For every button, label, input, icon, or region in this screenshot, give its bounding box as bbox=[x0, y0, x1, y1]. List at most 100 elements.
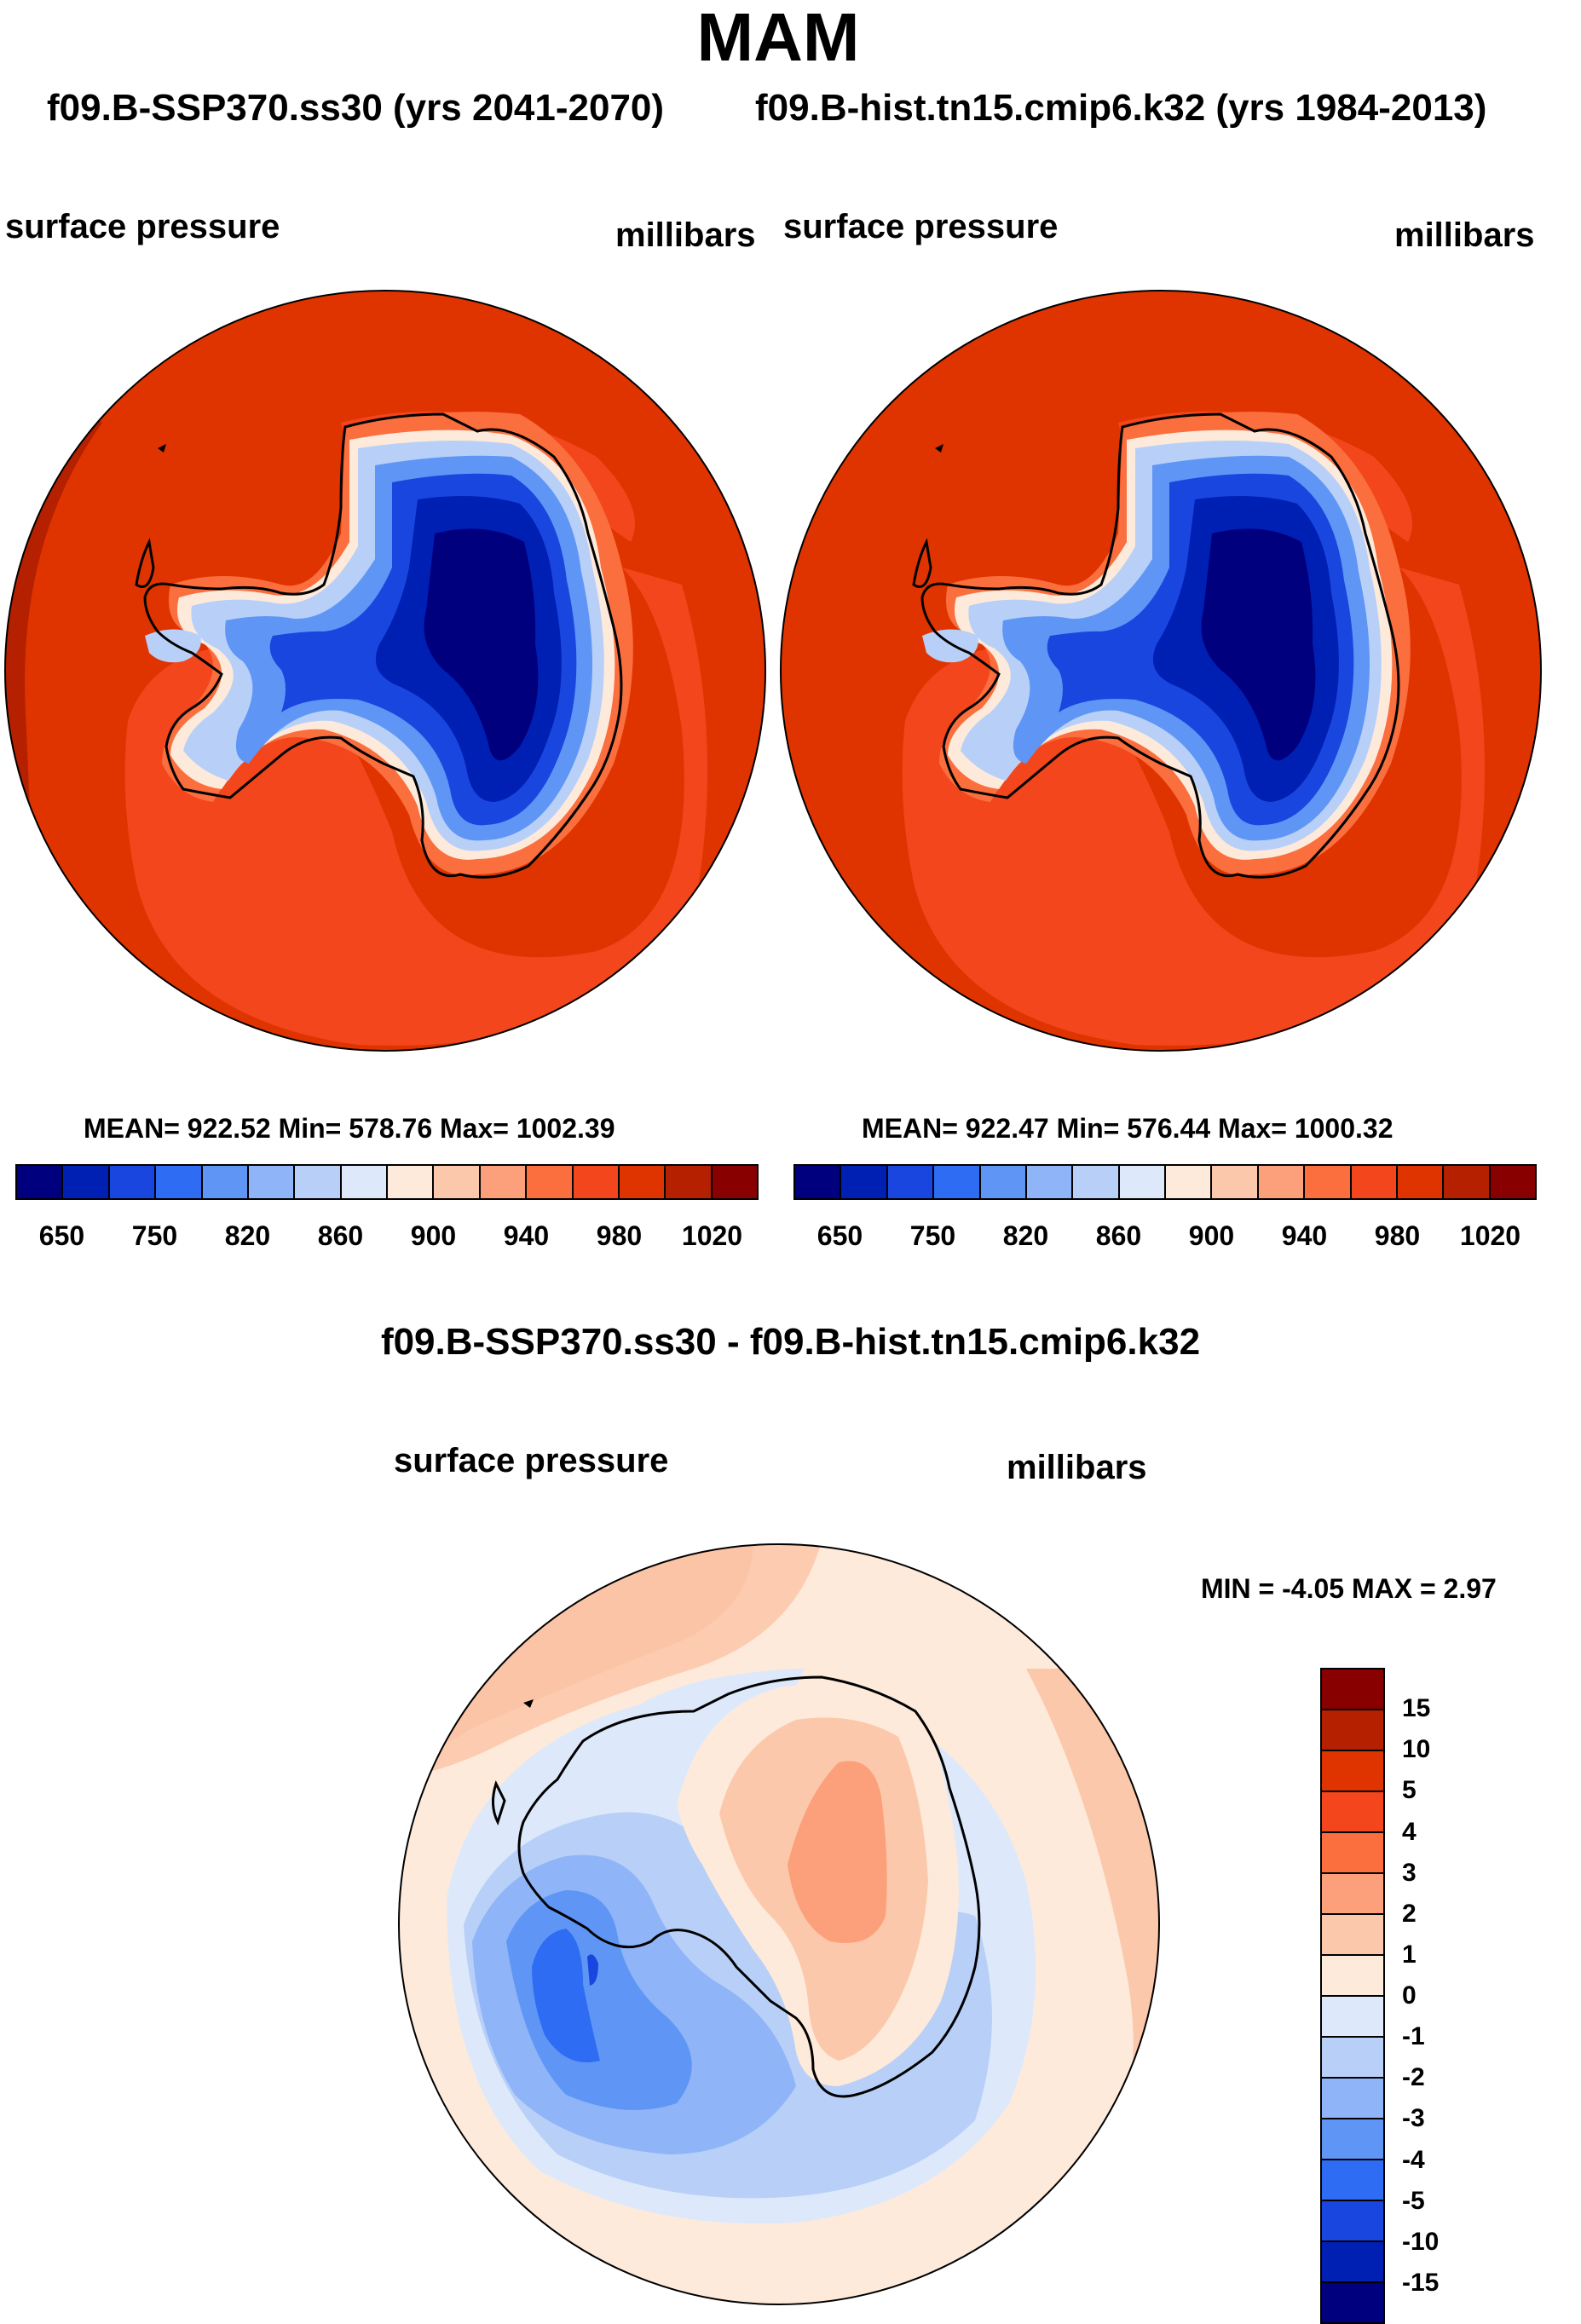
main-title: MAM bbox=[696, 0, 860, 75]
colorbar-swatch bbox=[980, 1166, 1027, 1198]
colorbar-swatch bbox=[1322, 1833, 1383, 1874]
colorbar-swatch bbox=[887, 1166, 935, 1198]
right-colorbar-ticks: 650 750 820 860 900 940 980 1020 bbox=[793, 1220, 1537, 1254]
colorbar-swatch bbox=[202, 1166, 249, 1198]
colorbar-swatch bbox=[1119, 1166, 1166, 1198]
colorbar-swatch bbox=[1322, 2160, 1383, 2201]
colorbar-swatch bbox=[434, 1166, 481, 1198]
colorbar-swatch bbox=[1073, 1166, 1120, 1198]
colorbar-tick-label: -10 bbox=[1402, 2227, 1440, 2256]
colorbar-tick-label: 0 bbox=[1402, 1981, 1417, 2010]
colorbar-swatch bbox=[1322, 2242, 1383, 2283]
colorbar-swatch bbox=[1026, 1166, 1074, 1198]
colorbar-swatch bbox=[1322, 1792, 1383, 1833]
left-field-label: surface pressure bbox=[5, 208, 280, 245]
colorbar-swatch bbox=[1397, 1166, 1445, 1198]
right-field-label: surface pressure bbox=[783, 208, 1059, 245]
colorbar-swatch bbox=[1322, 1915, 1383, 1956]
colorbar-tick-label: -3 bbox=[1402, 2104, 1425, 2133]
colorbar-swatch bbox=[1322, 2038, 1383, 2079]
colorbar-tick-label: 750 bbox=[909, 1220, 956, 1251]
colorbar-swatch bbox=[248, 1166, 296, 1198]
colorbar-swatch bbox=[841, 1166, 888, 1198]
left-units-label: millibars bbox=[615, 216, 756, 254]
colorbar-swatch bbox=[480, 1166, 528, 1198]
colorbar-swatch bbox=[1258, 1166, 1306, 1198]
left-colorbar bbox=[15, 1164, 759, 1200]
colorbar-swatch bbox=[341, 1166, 388, 1198]
colorbar-tick-label: 820 bbox=[1002, 1220, 1049, 1251]
colorbar-swatch bbox=[1322, 2283, 1383, 2322]
colorbar-tick-label: 650 bbox=[816, 1220, 863, 1251]
colorbar-swatch bbox=[1322, 1874, 1383, 1915]
colorbar-swatch bbox=[388, 1166, 435, 1198]
right-stats: MEAN= 922.47 Min= 576.44 Max= 1000.32 bbox=[862, 1113, 1393, 1144]
colorbar-swatch bbox=[1322, 1997, 1383, 2038]
colorbar-tick-label: 900 bbox=[410, 1220, 457, 1251]
colorbar-tick-label: 750 bbox=[131, 1220, 178, 1251]
diff-title: f09.B-SSP370.ss30 - f09.B-hist.tn15.cmip… bbox=[380, 1321, 1201, 1363]
right-units-label: millibars bbox=[1394, 216, 1535, 254]
colorbar-tick-label: 940 bbox=[503, 1220, 550, 1251]
diff-pressure-map bbox=[398, 1543, 1160, 2305]
colorbar-swatch bbox=[1322, 2201, 1383, 2242]
colorbar-swatch bbox=[573, 1166, 620, 1198]
left-pressure-map bbox=[4, 290, 766, 1052]
colorbar-tick-label: 4 bbox=[1402, 1817, 1417, 1846]
colorbar-tick-label: 1020 bbox=[681, 1220, 743, 1251]
colorbar-swatch bbox=[712, 1166, 757, 1198]
diff-field-label: surface pressure bbox=[394, 1442, 669, 1479]
colorbar-tick-label: 650 bbox=[38, 1220, 85, 1251]
colorbar-tick-label: -4 bbox=[1402, 2145, 1425, 2174]
colorbar-swatch bbox=[619, 1166, 666, 1198]
colorbar-swatch bbox=[934, 1166, 981, 1198]
colorbar-swatch bbox=[527, 1166, 574, 1198]
colorbar-swatch bbox=[1322, 1751, 1383, 1792]
diff-units-label: millibars bbox=[1007, 1449, 1147, 1486]
colorbar-swatch bbox=[1351, 1166, 1398, 1198]
colorbar-swatch bbox=[17, 1166, 64, 1198]
colorbar-swatch bbox=[1322, 1710, 1383, 1751]
colorbar-tick-label: 940 bbox=[1281, 1220, 1328, 1251]
colorbar-tick-label: 1020 bbox=[1459, 1220, 1521, 1251]
colorbar-tick-label: -2 bbox=[1402, 2063, 1425, 2092]
colorbar-swatch bbox=[1212, 1166, 1259, 1198]
left-stats: MEAN= 922.52 Min= 578.76 Max= 1002.39 bbox=[84, 1113, 615, 1144]
colorbar-swatch bbox=[1444, 1166, 1491, 1198]
right-colorbar bbox=[793, 1164, 1537, 1200]
colorbar-tick-label: 820 bbox=[224, 1220, 271, 1251]
colorbar-swatch bbox=[63, 1166, 110, 1198]
colorbar-swatch bbox=[1322, 2079, 1383, 2119]
colorbar-swatch bbox=[1305, 1166, 1352, 1198]
colorbar-tick-label: 5 bbox=[1402, 1776, 1417, 1805]
colorbar-swatch bbox=[1322, 1669, 1383, 1710]
colorbar-tick-label: 860 bbox=[1095, 1220, 1142, 1251]
diff-stats: MIN = -4.05 MAX = 2.97 bbox=[1201, 1573, 1497, 1604]
diff-colorbar bbox=[1320, 1668, 1385, 2324]
colorbar-tick-label: 980 bbox=[596, 1220, 643, 1251]
colorbar-swatch bbox=[1322, 1956, 1383, 1997]
colorbar-tick-label: 1 bbox=[1402, 1940, 1417, 1969]
colorbar-swatch bbox=[1166, 1166, 1213, 1198]
colorbar-tick-label: 980 bbox=[1374, 1220, 1421, 1251]
subtitle-left: f09.B-SSP370.ss30 (yrs 2041-2070) bbox=[47, 87, 665, 129]
colorbar-tick-label: 3 bbox=[1402, 1858, 1417, 1887]
subtitle-right: f09.B-hist.tn15.cmip6.k32 (yrs 1984-2013… bbox=[755, 87, 1487, 129]
colorbar-tick-label: -5 bbox=[1402, 2186, 1425, 2215]
left-colorbar-ticks: 650 750 820 860 900 940 980 1020 bbox=[15, 1220, 759, 1254]
colorbar-tick-label: 900 bbox=[1188, 1220, 1235, 1251]
right-pressure-map bbox=[780, 290, 1542, 1052]
colorbar-tick-label: -15 bbox=[1402, 2268, 1440, 2297]
colorbar-swatch bbox=[156, 1166, 203, 1198]
colorbar-tick-label: 2 bbox=[1402, 1899, 1417, 1928]
colorbar-swatch bbox=[795, 1166, 842, 1198]
colorbar-swatch bbox=[1322, 2119, 1383, 2160]
colorbar-tick-label: 10 bbox=[1402, 1735, 1431, 1764]
colorbar-swatch bbox=[666, 1166, 713, 1198]
colorbar-swatch bbox=[295, 1166, 342, 1198]
colorbar-tick-label: 15 bbox=[1402, 1694, 1431, 1723]
colorbar-swatch bbox=[109, 1166, 157, 1198]
colorbar-tick-label: 860 bbox=[317, 1220, 364, 1251]
colorbar-tick-label: -1 bbox=[1402, 2022, 1425, 2051]
colorbar-swatch bbox=[1490, 1166, 1535, 1198]
